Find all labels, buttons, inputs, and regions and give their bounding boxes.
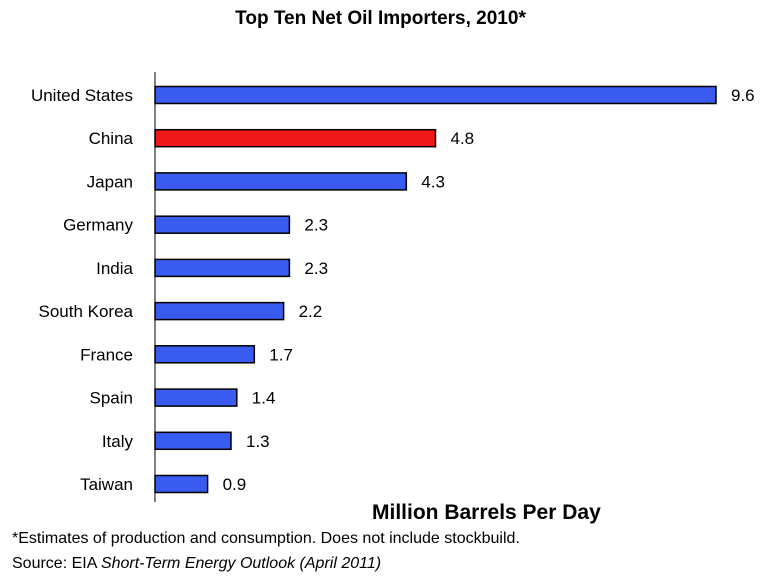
value-label: 2.3 [304, 216, 328, 235]
bar-france [154, 345, 256, 364]
bar-china [154, 128, 437, 148]
value-label: 4.8 [451, 129, 475, 148]
value-label: 4.3 [421, 172, 445, 191]
value-label: 1.3 [246, 432, 270, 451]
category-label: Japan [87, 172, 133, 191]
bar-india [154, 258, 291, 278]
value-label: 0.9 [223, 475, 247, 494]
category-label: Spain [90, 389, 133, 408]
source-prefix: Source: EIA [12, 555, 101, 572]
bars-layer: United States 9.6 China 4.8 Japan 4.3 Germany 2… [31, 85, 755, 494]
value-label: 9.6 [731, 86, 755, 105]
bar-taiwan [154, 474, 209, 494]
category-label: India [96, 259, 133, 278]
footnote: *Estimates of production and consumption… [12, 530, 520, 547]
category-label: France [80, 345, 133, 364]
value-label: 1.7 [269, 345, 293, 364]
source-publication: Short-Term Energy Outlook (April 2011) [100, 555, 382, 572]
category-label: China [89, 129, 134, 148]
value-label: 2.2 [299, 302, 323, 321]
category-label: United States [31, 86, 133, 105]
category-label: South Korea [38, 302, 133, 321]
bar-germany [154, 215, 291, 234]
source-note: Source: EIA Short-Term Energy Outlook (A… [12, 555, 381, 573]
value-label: 1.4 [252, 389, 276, 408]
category-label: Taiwan [80, 475, 133, 494]
value-label: 2.3 [304, 259, 328, 278]
chart-title: Top Ten Net Oil Importers, 2010* [235, 8, 526, 29]
bar-united-states [154, 85, 717, 105]
category-label: Germany [63, 216, 133, 235]
bar-south-korea [154, 301, 285, 321]
category-label: Italy [102, 432, 134, 451]
bar-italy [154, 431, 232, 451]
x-axis-title: Million Barrels Per Day [372, 501, 601, 524]
bar-japan [154, 172, 408, 191]
bar-spain [154, 388, 238, 407]
